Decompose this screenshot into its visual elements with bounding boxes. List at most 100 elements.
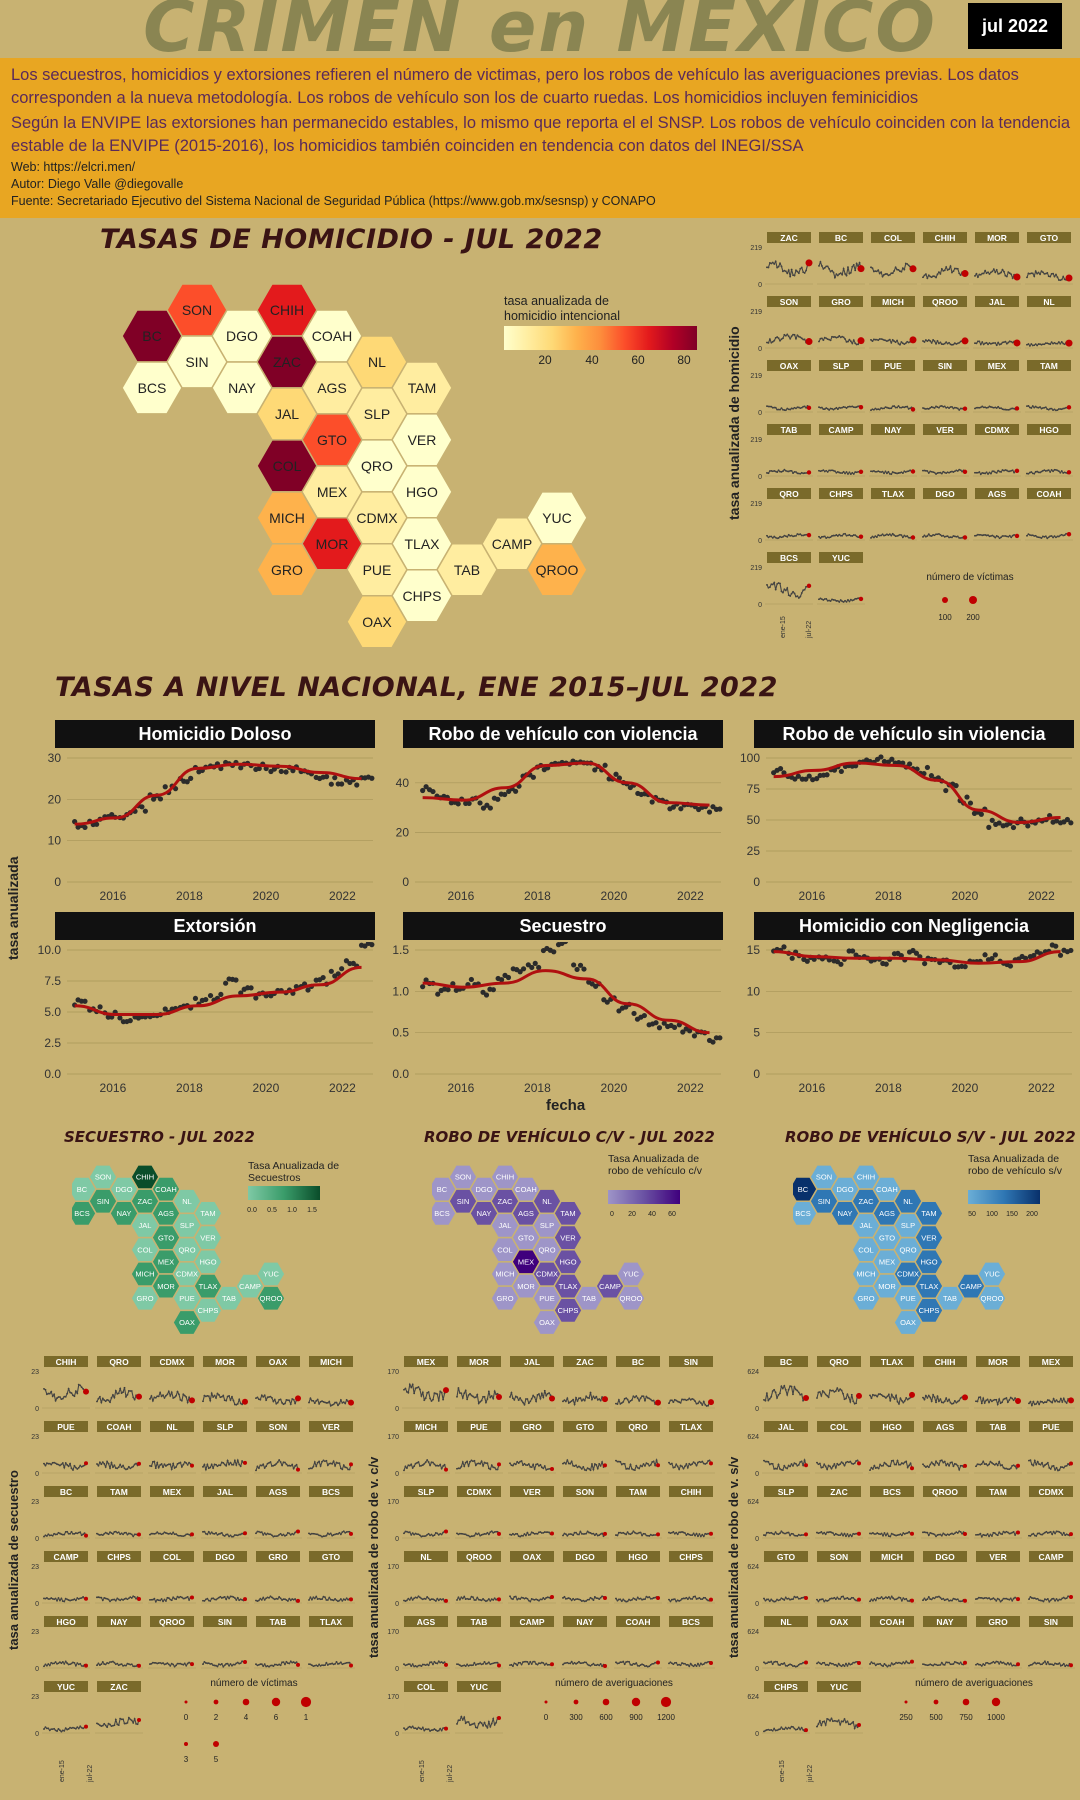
small-panel-ytick-top: 219 (750, 437, 762, 444)
small-panel-last-point (656, 1463, 660, 1468)
small-panel-label: NL (1043, 297, 1054, 307)
small-panel-last-point (1066, 532, 1072, 537)
small-panel-ytick-top: 170 (387, 1499, 399, 1506)
small-panel-last-point (709, 1531, 713, 1536)
small-panel-label: VER (936, 425, 953, 435)
small-panel-ytick-zero: 0 (758, 538, 762, 545)
small-panel-header (44, 1616, 88, 1627)
small-panel-header (819, 296, 863, 307)
data-point (480, 805, 487, 811)
small-panel-ytick-zero: 0 (758, 282, 762, 289)
small-panel-last-point (909, 265, 917, 273)
small-panel-label: TLAX (680, 1422, 703, 1432)
small-panel-qro: QRO (815, 1356, 863, 1409)
small-panel-ytick-zero: 0 (395, 1731, 399, 1738)
hex-label: COAH (876, 1185, 898, 1194)
hex-label: PUE (363, 562, 392, 578)
hex-cell (432, 1200, 457, 1227)
hex-pue: PUE (346, 543, 408, 597)
small-panel-label: ZAC (780, 233, 797, 243)
small-panel-label: DGO (215, 1552, 235, 1562)
small-panel-trend (766, 468, 810, 475)
small-panel-trend (43, 1596, 87, 1603)
small-panel-last-point (806, 405, 812, 411)
small-panel-pue: PUE (1027, 1421, 1075, 1474)
small-panel-trend (922, 533, 966, 539)
y-tick-label: 0 (402, 875, 409, 889)
small-panel-last-point (137, 1663, 141, 1668)
small-panel-header (457, 1551, 501, 1562)
small-panel-label: JAL (989, 297, 1005, 307)
legend-dot (573, 1699, 579, 1705)
homicide-legend-value: 100 (938, 613, 952, 622)
small-panel-last-point (497, 1597, 501, 1602)
small-panel-header (203, 1356, 247, 1367)
hex-label: BCS (138, 380, 167, 396)
small-panel-trend (922, 1393, 966, 1405)
small-panel-last-point (1014, 533, 1020, 539)
small-panel-last-point (84, 1533, 88, 1538)
small-panel-last-point (243, 1660, 247, 1665)
small-panel-header (764, 1486, 808, 1497)
data-point (964, 794, 970, 800)
small-panel-ytick-zero: 0 (758, 346, 762, 353)
web-link[interactable]: Web: https://elcri.men/ (11, 160, 136, 174)
small-panel-label: TAB (270, 1617, 287, 1627)
small-panel-label: CDMX (466, 1487, 491, 1497)
small-panel-jal: JAL (508, 1356, 556, 1409)
small-panel-last-point (1065, 274, 1073, 282)
small-panel-last-point (1013, 273, 1021, 281)
small-panel-label: COL (417, 1682, 435, 1692)
legend-bar (608, 1190, 680, 1204)
hex-cell (893, 1309, 923, 1336)
small-panel-trend (974, 405, 1018, 411)
small-panel-cdmx: CDMX (148, 1356, 196, 1409)
small-panel-nl: NL (148, 1421, 196, 1474)
hex-label: NAY (228, 380, 256, 396)
small-panel-last-point (805, 259, 813, 267)
hex-label: MOR (517, 1282, 535, 1291)
small-panel-last-point (962, 1394, 968, 1401)
small-panel-last-point (349, 1663, 353, 1668)
data-point (881, 758, 887, 765)
small-panel-trend (1026, 533, 1070, 540)
small-panel-trend (403, 1595, 447, 1603)
homicide-legend-tick: 20 (538, 353, 552, 366)
hex-bcs: BCS (432, 1200, 457, 1227)
data-point (803, 776, 809, 782)
small-panel-header (97, 1421, 141, 1432)
hex-label: TAB (222, 1294, 236, 1303)
small-panel-ytick-top: 624 (747, 1434, 759, 1441)
small-panel-ytick-zero: 0 (395, 1536, 399, 1543)
small-panel-label: QRO (628, 1422, 648, 1432)
data-point (792, 776, 798, 782)
small-panel-last-point (444, 1467, 448, 1472)
hex-label: DGO (226, 328, 258, 344)
hex-label: BCS (434, 1209, 449, 1218)
small-panel-label: HGO (1039, 425, 1059, 435)
data-point (613, 771, 619, 777)
small-panel-last-point (655, 1399, 661, 1406)
small-panel-header (1027, 488, 1071, 499)
hex-label: MEX (879, 1258, 895, 1267)
small-panel-header (457, 1421, 501, 1432)
legend-dot (213, 1699, 219, 1705)
small-panel-trend (96, 1595, 140, 1603)
small-panel-trend (668, 1595, 712, 1603)
national-panel-title: Robo de vehículo sin violencia (754, 720, 1074, 748)
small-panel-trend (456, 1459, 500, 1471)
small-panel-header (510, 1616, 554, 1627)
small-panel-trend (615, 1595, 659, 1603)
small-panel-trend (308, 1595, 352, 1602)
data-point (604, 999, 610, 1005)
data-point (320, 974, 326, 981)
small-panel-label: MICH (882, 297, 904, 307)
small-panel-header (870, 1356, 914, 1367)
small-panel-label: MOR (469, 1357, 489, 1367)
small-panel-header (976, 1356, 1020, 1367)
small-panel-last-point (909, 1391, 915, 1398)
hex-label: AGS (879, 1209, 895, 1218)
